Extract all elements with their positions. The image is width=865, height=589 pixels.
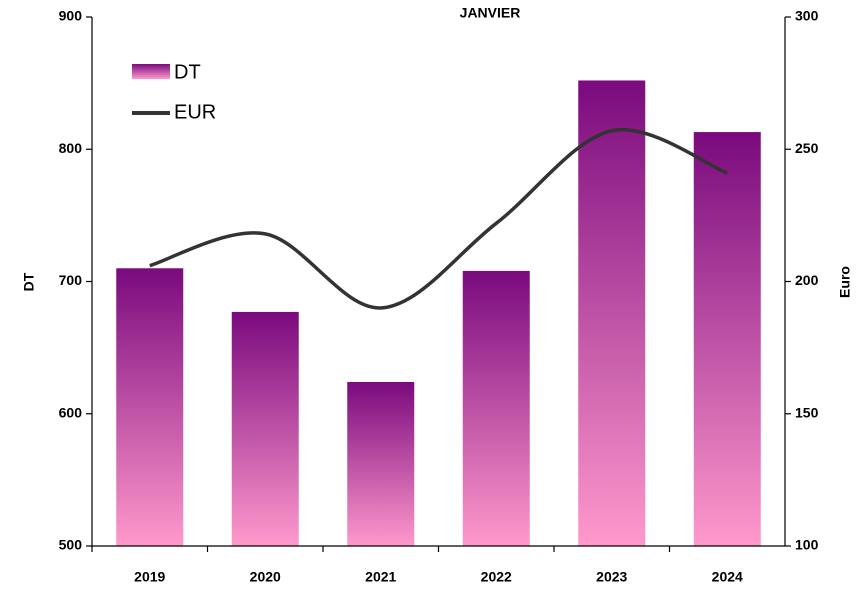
y-tick-label: 900 [59,8,83,24]
x-tick-label: 2020 [250,569,281,585]
y2-tick-label: 200 [795,272,819,288]
y2-tick-label: 300 [795,8,819,24]
chart-title: JANVIER [460,5,521,21]
bar [116,268,184,546]
x-tick-label: 2019 [134,569,165,585]
y2-tick-label: 100 [795,537,819,553]
y2-tick-label: 150 [795,404,819,420]
x-tick-label: 2022 [481,569,512,585]
bar [462,270,530,546]
x-tick-label: 2024 [712,569,743,585]
x-tick-label: 2021 [365,569,396,585]
bar [347,382,415,546]
y-tick-label: 500 [59,537,83,553]
y-tick-label: 600 [59,404,83,420]
line [149,127,728,310]
bar [231,311,299,546]
y2-tick-label: 250 [795,140,819,156]
y-axis-label: DT [21,272,37,291]
y2-axis-label: Euro [837,266,853,298]
legend-swatch [132,64,170,79]
bar [578,80,646,546]
y-tick-label: 800 [59,140,83,156]
x-tick-label: 2023 [596,569,627,585]
legend-label: DT [174,61,201,83]
y-tick-label: 700 [59,272,83,288]
bar [693,132,761,546]
legend-label: EUR [174,101,216,123]
